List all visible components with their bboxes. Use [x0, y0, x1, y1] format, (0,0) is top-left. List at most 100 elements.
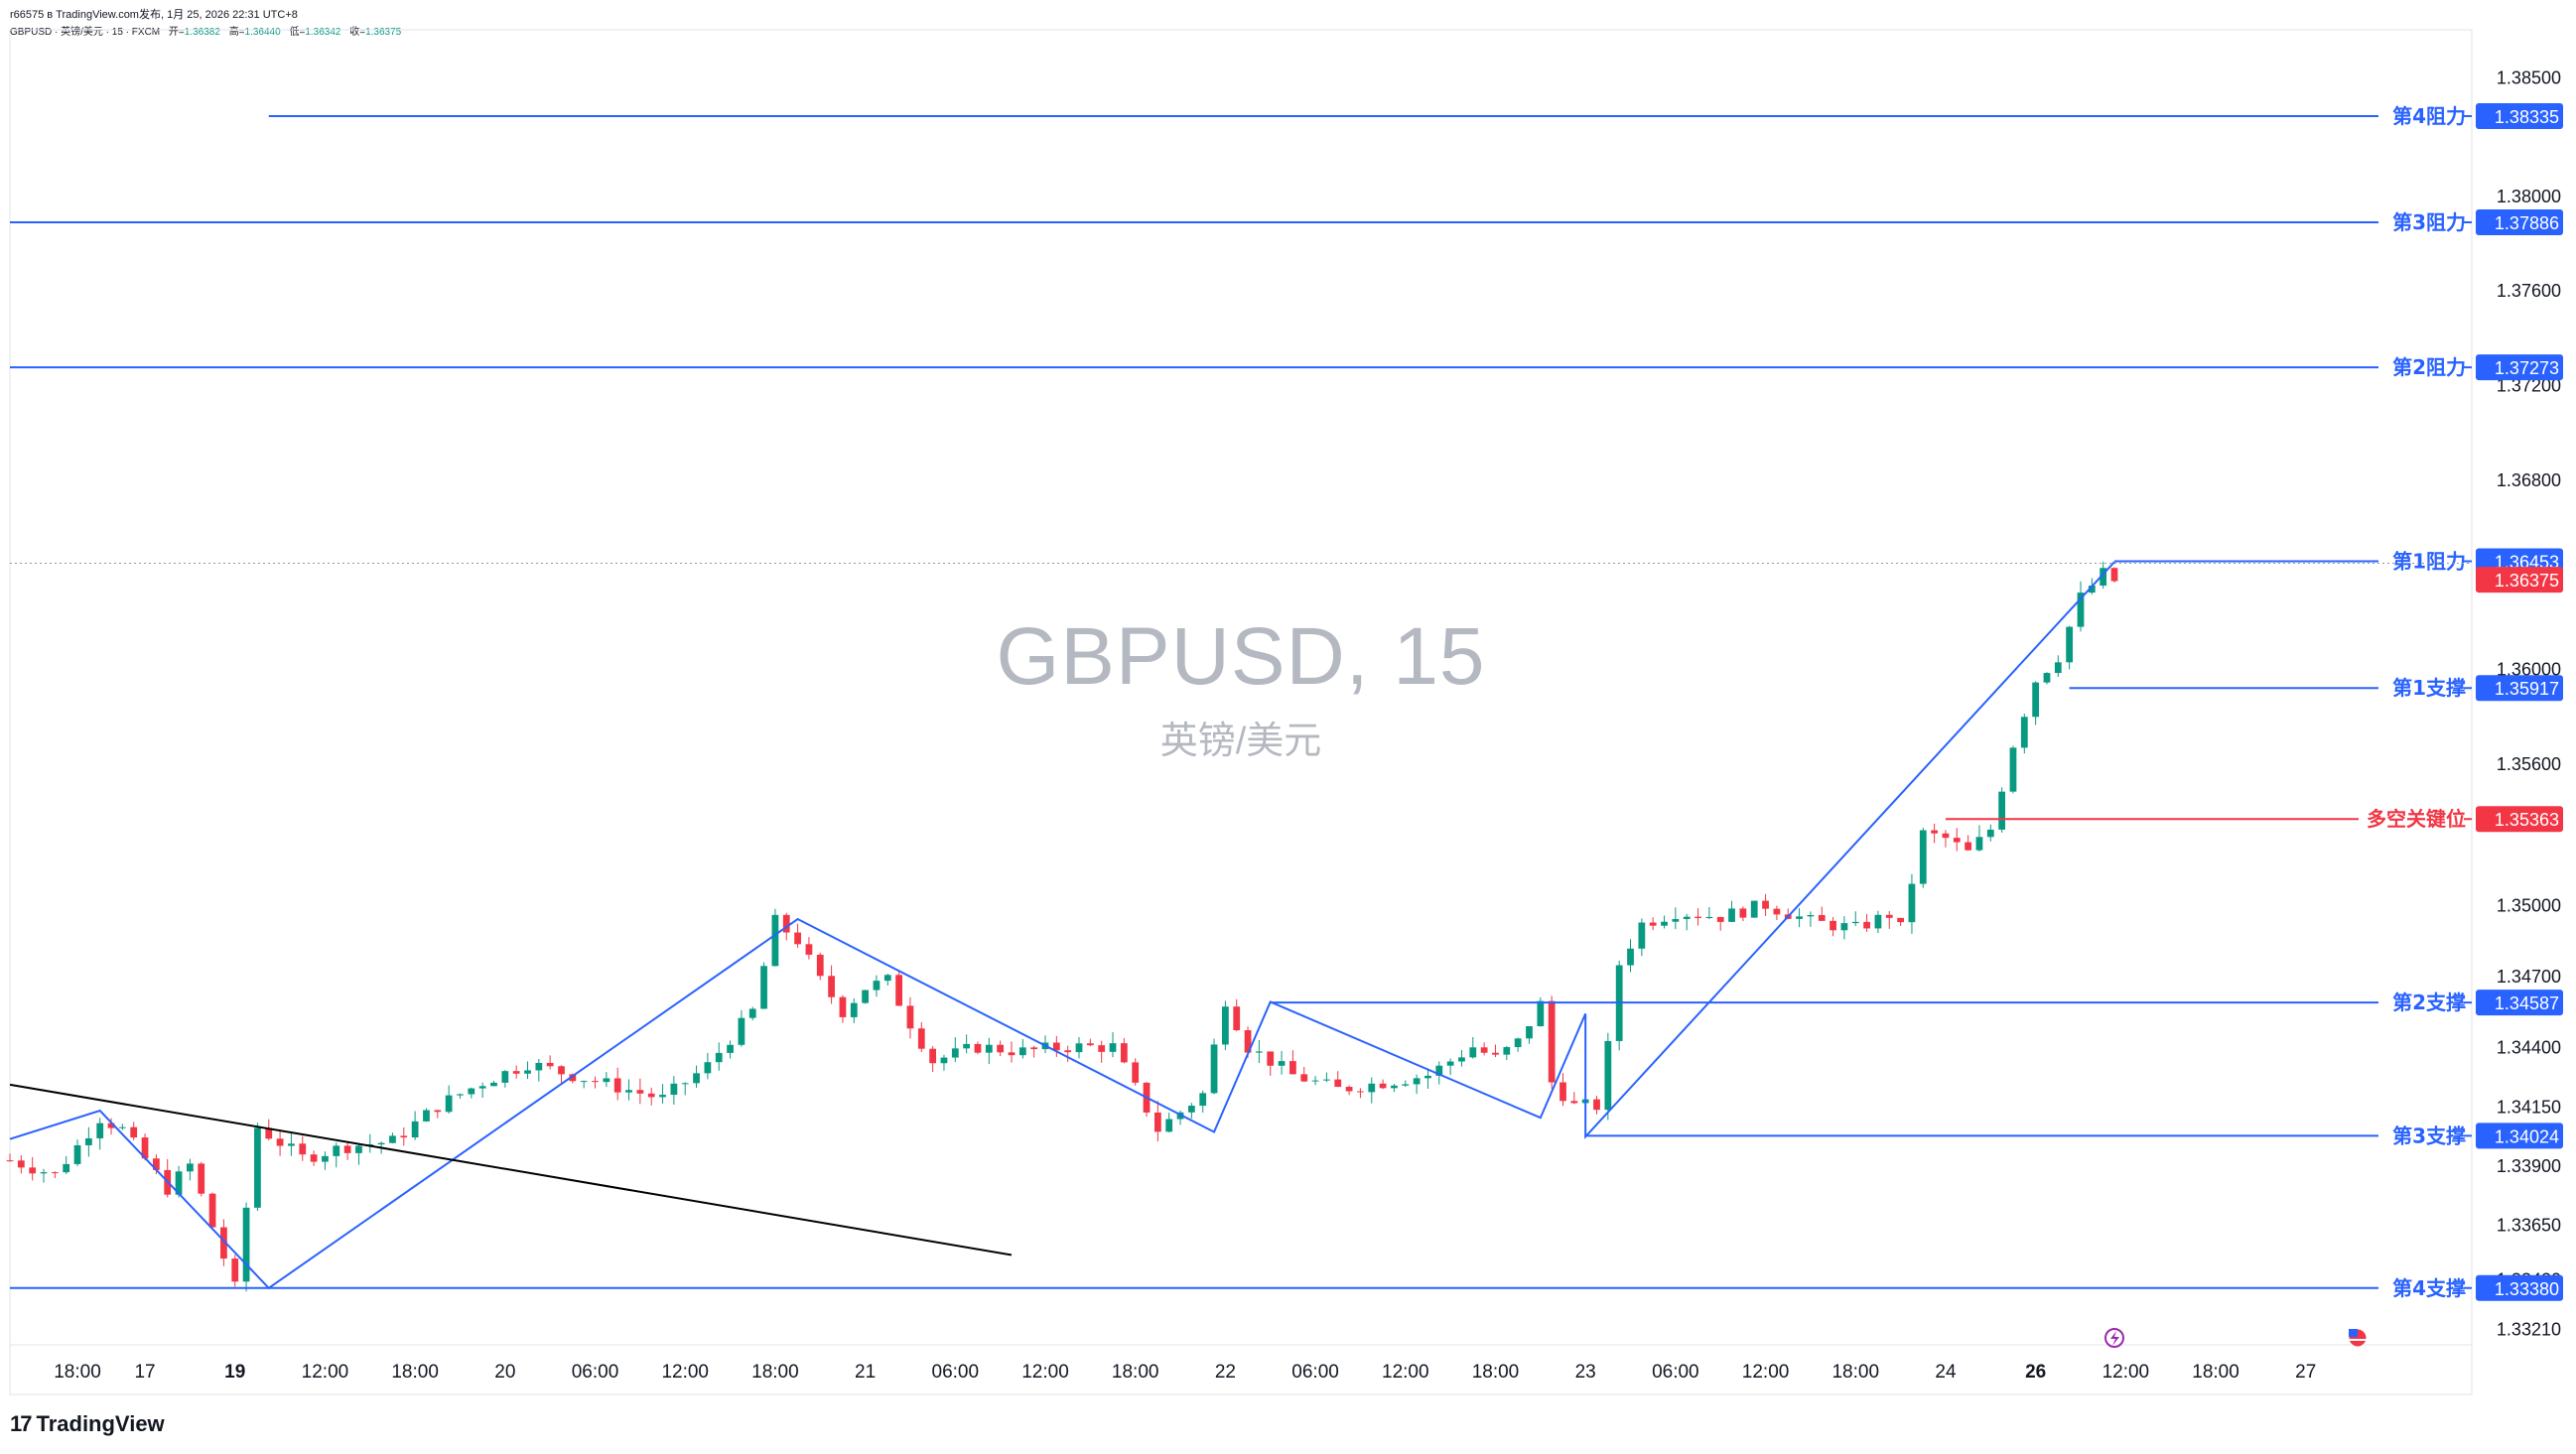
- candle-body: [592, 1081, 599, 1083]
- candle-body: [625, 1090, 632, 1093]
- candle-body: [895, 975, 902, 1006]
- candle-body: [501, 1071, 509, 1083]
- candle-body: [782, 914, 790, 933]
- candle-body: [546, 1062, 554, 1067]
- candle-body: [1345, 1087, 1353, 1092]
- level-label: 第2支撑: [2392, 991, 2466, 1014]
- candle-body: [997, 1044, 1005, 1053]
- candle-body: [771, 914, 779, 967]
- candle-body: [1570, 1101, 1578, 1104]
- level-label: 第4阻力: [2392, 104, 2466, 128]
- candle-body: [29, 1167, 37, 1174]
- trendline-path[interactable]: [9, 1083, 1013, 1256]
- ohlc-high-label: 高=: [228, 27, 245, 38]
- candle-body: [1187, 1106, 1195, 1113]
- candle-body: [434, 1110, 442, 1113]
- symbol-info: GBPUSD · 英镑/美元 · 15 · FXCM: [10, 27, 161, 38]
- level-label: 第2阻力: [2392, 355, 2466, 379]
- ohlc-close-label: 收=: [349, 27, 366, 38]
- candle-body: [1526, 1025, 1533, 1039]
- candle-body: [760, 966, 767, 1009]
- symbol-info-line: GBPUSD · 英镑/美元 · 15 · FXCM 开=1.36382 高=1…: [10, 23, 401, 38]
- candle-body: [1278, 1061, 1286, 1066]
- candle-body: [613, 1078, 621, 1093]
- candle-body: [794, 932, 801, 945]
- candle-body: [693, 1073, 700, 1084]
- candle-body: [1492, 1052, 1499, 1055]
- candle-body: [805, 944, 813, 955]
- candle-body: [1379, 1083, 1387, 1089]
- candle-body: [917, 1028, 925, 1049]
- candle-body: [1965, 842, 1972, 851]
- candle-body: [265, 1127, 273, 1139]
- zigzag-lines: [9, 561, 2115, 1290]
- candle-body: [1559, 1082, 1566, 1102]
- candle-body: [862, 990, 869, 1003]
- candle-body: [1435, 1065, 1443, 1076]
- candle-body: [748, 1008, 756, 1018]
- time-tick-label: 18:00: [54, 1362, 101, 1383]
- candle-body: [96, 1123, 104, 1138]
- candle-body: [2088, 586, 2096, 594]
- candle-body: [1593, 1099, 1600, 1111]
- candle-body: [118, 1126, 126, 1128]
- candle-body: [1942, 833, 1950, 839]
- chart-pane[interactable]: [9, 29, 2473, 1395]
- candle-body: [1086, 1043, 1094, 1046]
- candle-body: [1267, 1051, 1275, 1066]
- ohlc-low-label: 低=: [289, 27, 306, 38]
- price-axis[interactable]: 1.38500 1.38000 1.37600 1.37200 1.36800 1.360…: [2497, 68, 2561, 1340]
- watermark-subtitle: 英镑/美元: [1159, 721, 1322, 762]
- candle-body: [1695, 916, 1701, 918]
- candle-body: [1289, 1061, 1296, 1075]
- candle-body: [1548, 1000, 1556, 1083]
- candle-body: [2043, 673, 2051, 683]
- publisher-line: r66575 в TradingView.com发布, 1月 25, 2026 …: [10, 9, 298, 21]
- zigzag-path[interactable]: [9, 561, 2115, 1290]
- candle-body: [1953, 838, 1961, 843]
- candle-body: [84, 1137, 92, 1145]
- ohlc-close-value: 1.36375: [365, 27, 402, 38]
- candle-body: [1300, 1074, 1308, 1082]
- time-tick-label: 17: [134, 1362, 155, 1383]
- candle-body: [1018, 1047, 1026, 1056]
- candle-body: [681, 1083, 689, 1085]
- candle-body: [1222, 1006, 1229, 1045]
- candle-body: [828, 976, 835, 997]
- candle-body: [389, 1135, 396, 1143]
- level-price-tag: [2476, 1274, 2563, 1301]
- level-price-tag: [2476, 675, 2563, 702]
- time-tick-label: 18:00: [391, 1362, 439, 1383]
- candle-body: [288, 1143, 295, 1146]
- candle-body: [1796, 916, 1803, 919]
- candles: [6, 561, 2118, 1292]
- candle-body: [1132, 1062, 1140, 1083]
- candle-body: [187, 1163, 194, 1172]
- candle-body: [208, 1193, 216, 1228]
- candle-body: [220, 1227, 227, 1259]
- time-tick-label: 18:00: [2192, 1362, 2239, 1383]
- candle-body: [1750, 900, 1758, 918]
- candle-body: [1627, 948, 1634, 966]
- candle-body: [1424, 1075, 1431, 1079]
- time-tick-label: 18:00: [751, 1362, 799, 1383]
- price-tick-label: 1.37200: [2497, 375, 2561, 395]
- candle-body: [1514, 1038, 1522, 1048]
- time-axis[interactable]: 18:00 17 19 12:00 18:00 20 06:00 12:00 18:00 21 06…: [54, 1362, 2316, 1383]
- tradingview-logo[interactable]: 17 TradingView: [10, 1411, 165, 1437]
- level-label-bg: [2378, 103, 2464, 128]
- time-tick-label: 06:00: [1291, 1362, 1339, 1383]
- time-tick-label: 12:00: [1021, 1362, 1069, 1383]
- level-price-tag-text: 1.34024: [2495, 1126, 2559, 1146]
- candle-body: [1311, 1080, 1319, 1082]
- candle-body: [400, 1135, 408, 1138]
- time-tick-label: 06:00: [1652, 1362, 1699, 1383]
- candle-body: [659, 1095, 666, 1098]
- candle-body: [107, 1123, 115, 1128]
- candle-body: [468, 1088, 475, 1095]
- time-tick-label: 18:00: [1472, 1362, 1520, 1383]
- candle-body: [2110, 568, 2118, 582]
- price-tick-label: 1.33650: [2497, 1215, 2561, 1235]
- price-tick-label: 1.34400: [2497, 1038, 2561, 1058]
